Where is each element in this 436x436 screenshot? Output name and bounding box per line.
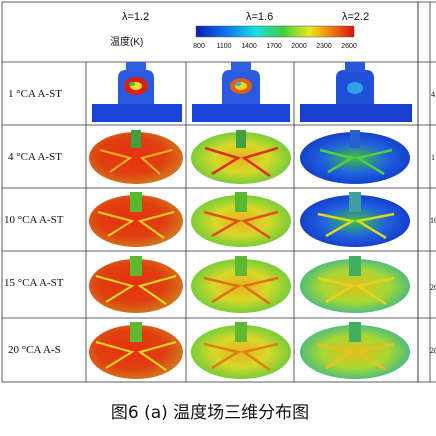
lambda-label-1: λ=1.2 bbox=[122, 11, 149, 23]
colorbar-tick-1700: 1700 bbox=[266, 43, 282, 50]
row-label-1: 1 °CA A-ST bbox=[8, 88, 62, 100]
colorbar-tick-1400: 1400 bbox=[241, 43, 257, 50]
row-label-20: 20 °CA A-S bbox=[8, 344, 61, 356]
row-5-images bbox=[89, 322, 410, 379]
sim-10-lambda-1-6 bbox=[191, 192, 291, 247]
row-4-images bbox=[89, 256, 410, 313]
partial-label-a: 4 bbox=[431, 90, 435, 99]
sim-10-lambda-1-2 bbox=[89, 192, 183, 247]
row-label-4: 4 °CA A-ST bbox=[8, 151, 62, 163]
colorbar-title: 温度(K) bbox=[110, 35, 143, 48]
sim-4-lambda-2-2 bbox=[300, 130, 410, 184]
row-3-images bbox=[89, 192, 410, 247]
figure-header: λ=1.2 λ=1.6 λ=2.2 温度(K) bbox=[110, 11, 369, 48]
table-grid bbox=[1, 1, 436, 383]
colorbar-tick-2600: 2600 bbox=[341, 43, 357, 50]
partial-right-labels: 4 1 10 20 2( bbox=[430, 90, 436, 355]
row-label-15: 15 °CA A-ST bbox=[4, 277, 64, 289]
colorbar: 800 1100 1400 1700 2000 2300 2600 bbox=[193, 25, 357, 50]
sim-15-lambda-2-2 bbox=[300, 256, 410, 313]
sim-20-lambda-1-6 bbox=[191, 322, 291, 379]
colorbar-tick-800: 800 bbox=[193, 43, 205, 50]
sim-1-lambda-2-2 bbox=[300, 62, 412, 122]
sim-1-lambda-1-2 bbox=[92, 62, 182, 122]
partial-label-d: 20 bbox=[430, 283, 436, 292]
row-labels: 1 °CA A-ST 4 °CA A-ST 10 °CA A-ST 15 °CA… bbox=[4, 88, 64, 356]
colorbar-tick-1100: 1100 bbox=[216, 43, 231, 50]
colorbar-strip bbox=[195, 25, 355, 38]
sim-10-lambda-2-2 bbox=[300, 192, 410, 247]
sim-4-lambda-1-2 bbox=[89, 130, 183, 184]
sim-15-lambda-1-2 bbox=[89, 256, 183, 313]
partial-label-e: 2( bbox=[430, 346, 436, 355]
figure-caption: 图6 (a) 温度场三维分布图 bbox=[110, 403, 310, 423]
sim-1-lambda-1-6 bbox=[192, 62, 290, 122]
sim-4-lambda-1-6 bbox=[191, 130, 291, 184]
row-2-images bbox=[89, 130, 410, 184]
row-1-images bbox=[92, 62, 412, 122]
colorbar-tick-2300: 2300 bbox=[316, 43, 332, 50]
sim-20-lambda-2-2 bbox=[300, 322, 410, 379]
partial-label-c: 10 bbox=[430, 216, 436, 225]
lambda-label-3: λ=2.2 bbox=[342, 11, 369, 23]
sim-20-lambda-1-2 bbox=[89, 322, 183, 379]
sim-15-lambda-1-6 bbox=[191, 256, 291, 313]
colorbar-tick-2000: 2000 bbox=[291, 43, 307, 50]
partial-label-b: 1 bbox=[431, 153, 435, 162]
lambda-label-2: λ=1.6 bbox=[246, 11, 273, 23]
row-label-10: 10 °CA A-ST bbox=[4, 214, 64, 226]
